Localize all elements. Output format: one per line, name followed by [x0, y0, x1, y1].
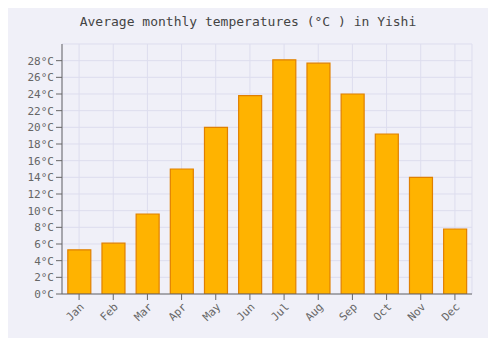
svg-text:Jul: Jul [268, 300, 291, 323]
svg-text:2°C: 2°C [34, 271, 54, 284]
svg-text:14°C: 14°C [28, 171, 55, 184]
svg-text:Feb: Feb [98, 300, 121, 323]
svg-text:Dec: Dec [439, 300, 462, 323]
svg-text:Oct: Oct [371, 300, 394, 323]
svg-text:26°C: 26°C [28, 71, 55, 84]
svg-text:20°C: 20°C [28, 121, 55, 134]
svg-text:8°C: 8°C [34, 221, 54, 234]
svg-text:Mar: Mar [132, 300, 156, 324]
html-text:Average monthly temperatures (: Average monthly temperatures (°C ) in Yi… [79, 14, 417, 29]
svg-text:28°C: 28°C [28, 55, 55, 68]
svg-text:0°C: 0°C [34, 288, 54, 301]
svg-text:Jan: Jan [63, 300, 86, 323]
svg-text:18°C: 18°C [28, 138, 55, 151]
svg-text:Nov: Nov [405, 300, 429, 324]
svg-text:May: May [200, 300, 224, 324]
svg-text:16°C: 16°C [28, 155, 55, 168]
svg-text:6°C: 6°C [34, 238, 54, 251]
svg-text:Jun: Jun [234, 300, 257, 323]
svg-text:22°C: 22°C [28, 105, 55, 118]
svg-text:10°C: 10°C [28, 205, 55, 218]
svg-text:Apr: Apr [166, 300, 190, 324]
svg-text:Aug: Aug [303, 300, 326, 323]
svg-text:12°C: 12°C [28, 188, 55, 201]
svg-text:24°C: 24°C [28, 88, 55, 101]
svg-text:4°C: 4°C [34, 255, 54, 268]
svg-text:Sep: Sep [337, 300, 360, 323]
